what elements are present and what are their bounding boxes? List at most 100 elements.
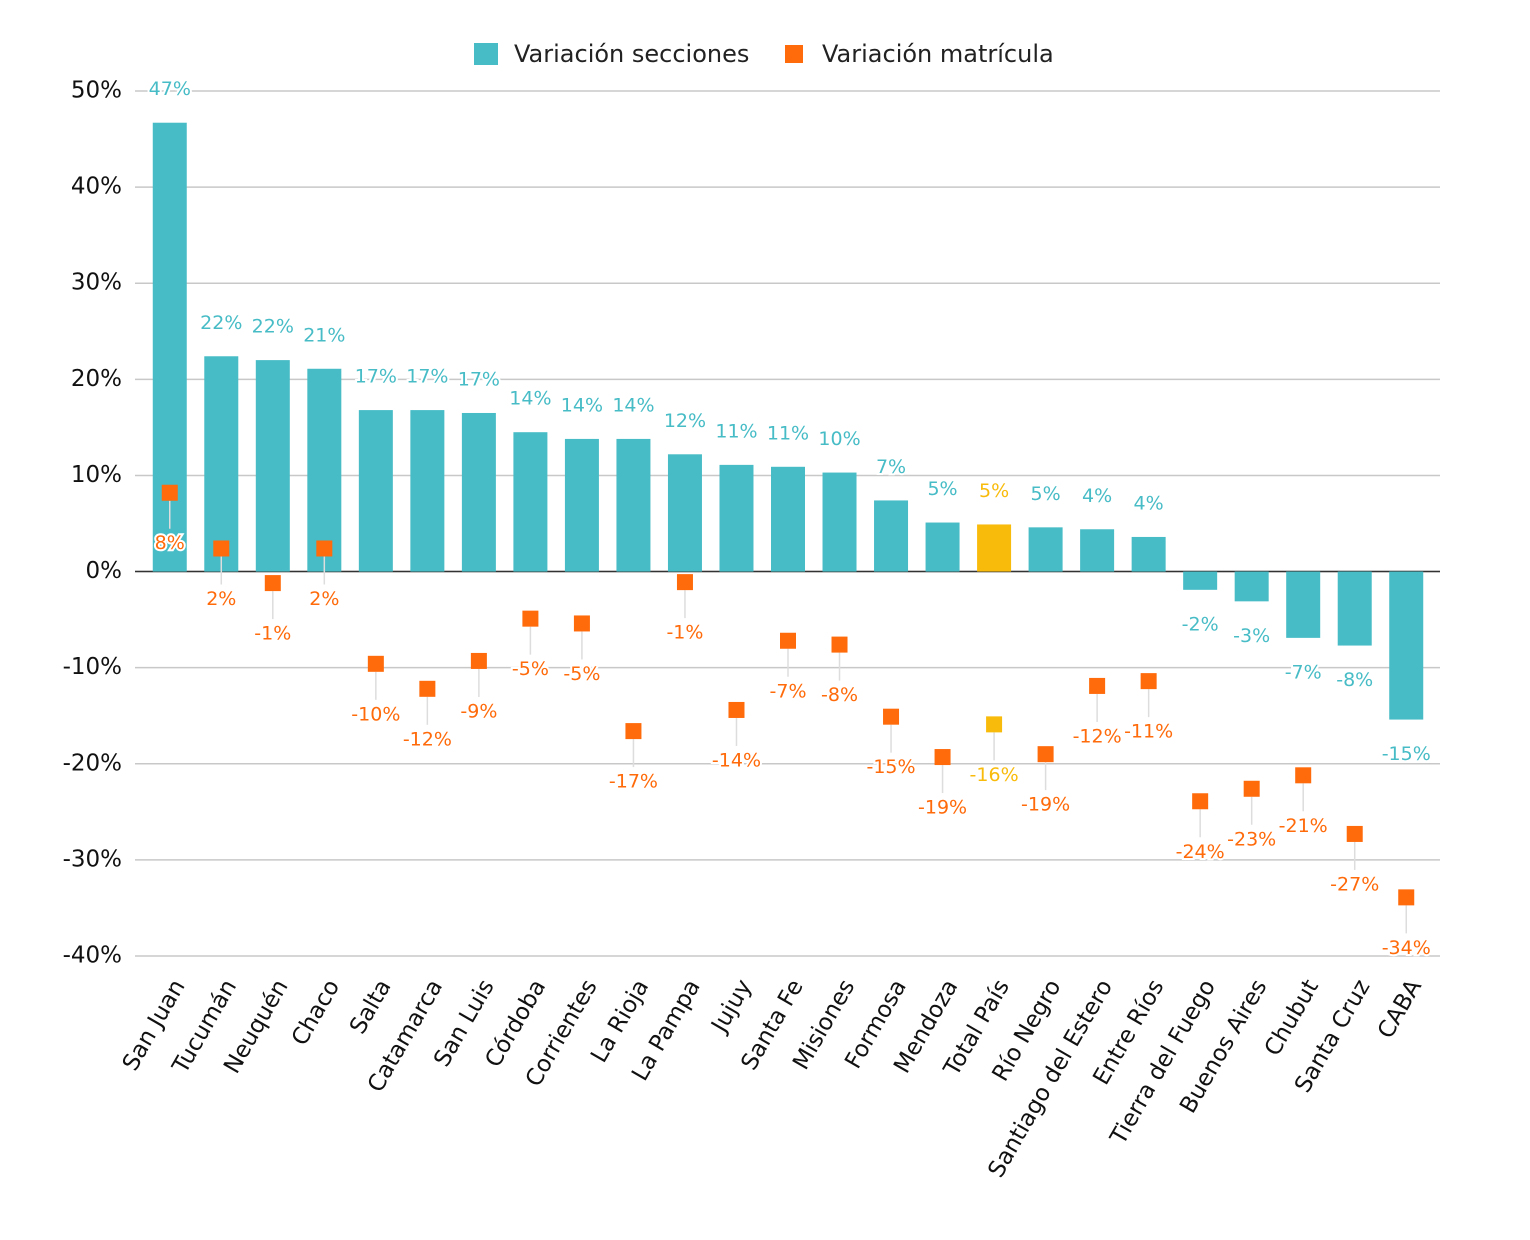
bar (977, 524, 1012, 572)
bar (1389, 571, 1424, 720)
marker-value-label: -1% (254, 623, 291, 645)
bar-value-label: -8% (1336, 669, 1373, 691)
legend-swatch (474, 43, 498, 65)
marker (1346, 825, 1363, 842)
marker-value-label: -12% (403, 728, 452, 750)
bar (1234, 571, 1269, 602)
legend-swatch (785, 45, 803, 63)
bar-value-label: -2% (1182, 613, 1219, 635)
marker (1295, 767, 1312, 784)
marker-value-label: -24% (1176, 841, 1225, 863)
marker-value-label: 2% (206, 588, 236, 610)
bar (616, 438, 651, 572)
marker (1243, 780, 1260, 797)
bar-value-label: 17% (406, 366, 448, 388)
bar (307, 368, 342, 572)
bar (1028, 527, 1063, 572)
y-tick-label: 10% (71, 462, 122, 488)
marker (728, 701, 745, 718)
bar-value-label: 4% (1082, 485, 1112, 507)
y-tick-label: -20% (63, 750, 122, 776)
bar (358, 410, 393, 572)
marker (367, 655, 384, 672)
marker (419, 680, 436, 697)
marker-value-label: -7% (770, 680, 807, 702)
marker-value-label: -8% (821, 684, 858, 706)
marker-value-label: -17% (609, 771, 658, 793)
x-tick-label: Jujuy (706, 975, 757, 1038)
marker (883, 708, 900, 725)
marker (1037, 746, 1054, 763)
marker-value-label: -19% (1021, 794, 1070, 816)
bar-value-label: 12% (664, 410, 706, 432)
x-tick-label: Chaco (287, 975, 345, 1050)
marker (676, 574, 693, 591)
bar (1131, 536, 1166, 572)
y-tick-label: -10% (63, 654, 122, 680)
y-tick-label: 0% (86, 558, 123, 584)
legend-label: Variación secciones (514, 40, 749, 68)
marker (522, 610, 539, 627)
bar (513, 432, 548, 572)
y-tick-label: -30% (63, 846, 122, 872)
bar-value-label: 5% (1031, 483, 1061, 505)
bar (667, 454, 702, 572)
bar (461, 412, 496, 572)
marker-value-label: -5% (512, 658, 549, 680)
y-tick-label: -40% (63, 943, 122, 969)
marker (161, 484, 178, 501)
bar-value-label: 17% (355, 366, 397, 388)
marker (986, 716, 1003, 733)
marker-value-label: -10% (351, 703, 400, 725)
y-tick-label: 30% (71, 270, 122, 296)
marker (470, 652, 487, 669)
marker (316, 540, 333, 557)
y-tick-label: 40% (71, 174, 122, 200)
marker-value-label: -14% (712, 749, 761, 771)
marker-value-label: -15% (866, 756, 915, 778)
bar-value-label: 22% (252, 316, 294, 338)
bar (771, 466, 805, 572)
marker-value-label: -21% (1279, 815, 1328, 837)
marker-value-label: -5% (563, 663, 600, 685)
bar (204, 356, 239, 572)
bar-value-label: 11% (715, 420, 757, 442)
bar-value-label: 47% (149, 78, 191, 100)
bar-value-label: 14% (612, 394, 654, 416)
marker-value-label: -11% (1124, 721, 1173, 743)
marker (934, 749, 951, 766)
legend-label: Variación matrícula (822, 40, 1054, 68)
marker-value-label: -27% (1330, 873, 1379, 895)
bar (564, 438, 599, 572)
bar (255, 360, 290, 572)
marker-value-label: 2% (309, 588, 339, 610)
bar-value-label: 22% (200, 312, 242, 334)
bar-value-label: 5% (927, 478, 957, 500)
bar (1080, 529, 1115, 572)
marker (213, 540, 230, 557)
bar-value-label: 14% (561, 394, 603, 416)
marker-value-label: 8% (155, 532, 185, 554)
marker-value-label: -16% (970, 764, 1019, 786)
marker-value-label: -1% (666, 622, 703, 644)
bar-value-label: -15% (1382, 743, 1431, 765)
bar-value-label: 7% (876, 456, 906, 478)
marker (1089, 677, 1106, 694)
bar-value-label: 10% (818, 428, 860, 450)
bar-value-label: -3% (1233, 625, 1270, 647)
bar (874, 500, 909, 572)
bar-value-label: 4% (1134, 492, 1164, 514)
marker-value-label: -19% (918, 797, 967, 819)
marker (573, 615, 590, 632)
bar-value-label: -7% (1285, 661, 1322, 683)
x-tick-label: CABA (1373, 975, 1427, 1043)
bar (925, 522, 960, 572)
marker (831, 636, 848, 653)
y-tick-label: 50% (71, 78, 122, 104)
marker (625, 723, 642, 740)
marker-value-label: -23% (1227, 828, 1276, 850)
bar (1183, 571, 1218, 590)
bar (1337, 571, 1372, 646)
x-tick-label: Salta (345, 975, 397, 1038)
